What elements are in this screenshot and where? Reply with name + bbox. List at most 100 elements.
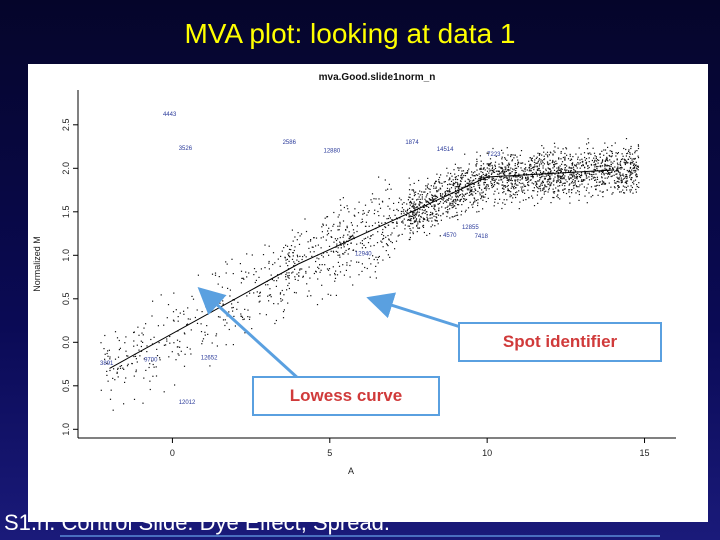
scatter-point: [624, 177, 626, 179]
scatter-point: [550, 202, 552, 204]
scatter-point: [615, 170, 617, 172]
scatter-point: [460, 176, 462, 179]
scatter-point: [590, 164, 593, 166]
scatter-point: [506, 147, 508, 149]
scatter-point: [537, 152, 539, 154]
scatter-point: [425, 205, 428, 207]
y-tick-label: 2.5: [61, 119, 71, 132]
scatter-point: [421, 198, 423, 200]
scatter-point: [481, 175, 483, 177]
scatter-point: [637, 165, 639, 168]
scatter-point: [479, 194, 481, 196]
scatter-point: [558, 169, 560, 171]
scatter-point: [547, 171, 549, 173]
scatter-point: [294, 262, 296, 265]
scatter-point: [607, 176, 610, 178]
scatter-point: [394, 248, 396, 250]
scatter-point: [394, 214, 396, 216]
scatter-point: [281, 289, 283, 292]
scatter-point: [564, 157, 566, 159]
scatter-point: [611, 175, 613, 177]
scatter-point: [333, 223, 335, 225]
scatter-point: [299, 255, 301, 257]
scatter-point: [118, 339, 120, 342]
scatter-point: [315, 271, 317, 273]
scatter-point: [540, 174, 542, 176]
scatter-point: [365, 230, 368, 232]
scatter-point: [346, 262, 348, 264]
scatter-point: [617, 185, 619, 187]
scatter-point: [625, 138, 628, 140]
scatter-point: [381, 200, 384, 202]
scatter-point: [343, 253, 345, 255]
scatter-point: [435, 180, 437, 182]
scatter-point: [440, 188, 442, 190]
scatter-point: [100, 342, 102, 344]
scatter-point: [557, 166, 560, 168]
scatter-point: [460, 180, 462, 183]
scatter-point: [562, 174, 564, 176]
scatter-point: [125, 336, 127, 338]
scatter-point: [289, 256, 291, 258]
scatter-point: [445, 200, 447, 202]
scatter-point: [302, 276, 304, 278]
scatter-point: [532, 197, 534, 199]
scatter-point: [268, 300, 270, 302]
scatter-point: [624, 163, 626, 166]
scatter-point: [472, 203, 474, 205]
scatter-point: [274, 262, 276, 264]
scatter-point: [546, 154, 549, 156]
scatter-point: [586, 177, 588, 179]
scatter-point: [403, 202, 405, 204]
scatter-point: [524, 168, 526, 170]
scatter-point: [400, 210, 402, 213]
scatter-point: [196, 309, 198, 311]
scatter-point: [431, 200, 433, 202]
scatter-point: [177, 353, 179, 355]
scatter-point: [590, 186, 593, 188]
scatter-point: [231, 258, 233, 260]
scatter-point: [196, 322, 199, 324]
scatter-point: [375, 198, 377, 200]
scatter-point: [334, 272, 336, 275]
scatter-point: [558, 175, 560, 177]
scatter-point: [107, 355, 109, 357]
scatter-point: [591, 175, 593, 177]
scatter-point: [446, 190, 448, 192]
scatter-point: [391, 242, 393, 244]
scatter-point: [425, 201, 427, 203]
scatter-point: [325, 239, 327, 241]
scatter-point: [342, 253, 344, 255]
scatter-point: [603, 149, 605, 151]
scatter-point: [549, 178, 551, 180]
scatter-point: [632, 160, 634, 163]
spot-id-label: 9700: [144, 357, 158, 363]
scatter-point: [547, 174, 549, 176]
scatter-point: [557, 176, 559, 178]
scatter-point: [536, 156, 538, 158]
scatter-point: [465, 198, 468, 201]
scatter-point: [427, 201, 429, 203]
scatter-point: [140, 345, 142, 348]
scatter-point: [588, 142, 590, 144]
scatter-point: [554, 191, 556, 193]
scatter-point: [432, 200, 434, 202]
y-tick-label: 0.0: [61, 336, 71, 349]
scatter-point: [564, 169, 566, 171]
scatter-point: [477, 179, 479, 181]
scatter-point: [552, 154, 554, 156]
scatter-point: [564, 188, 566, 190]
scatter-point: [434, 194, 436, 196]
scatter-point: [514, 163, 516, 165]
scatter-point: [412, 218, 415, 220]
scatter-point: [317, 278, 319, 280]
scatter-point: [601, 180, 603, 182]
scatter-point: [322, 224, 324, 226]
scatter-point: [456, 214, 459, 216]
scatter-point: [449, 177, 451, 179]
scatter-point: [593, 161, 595, 163]
scatter-point: [440, 219, 442, 221]
scatter-point: [288, 254, 290, 257]
scatter-point: [473, 185, 475, 188]
